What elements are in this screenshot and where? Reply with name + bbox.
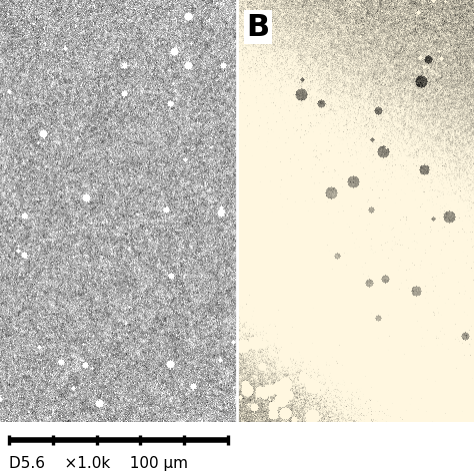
Text: D5.6    ×1.0k    100 μm: D5.6 ×1.0k 100 μm: [9, 456, 189, 471]
Text: B: B: [246, 13, 270, 42]
